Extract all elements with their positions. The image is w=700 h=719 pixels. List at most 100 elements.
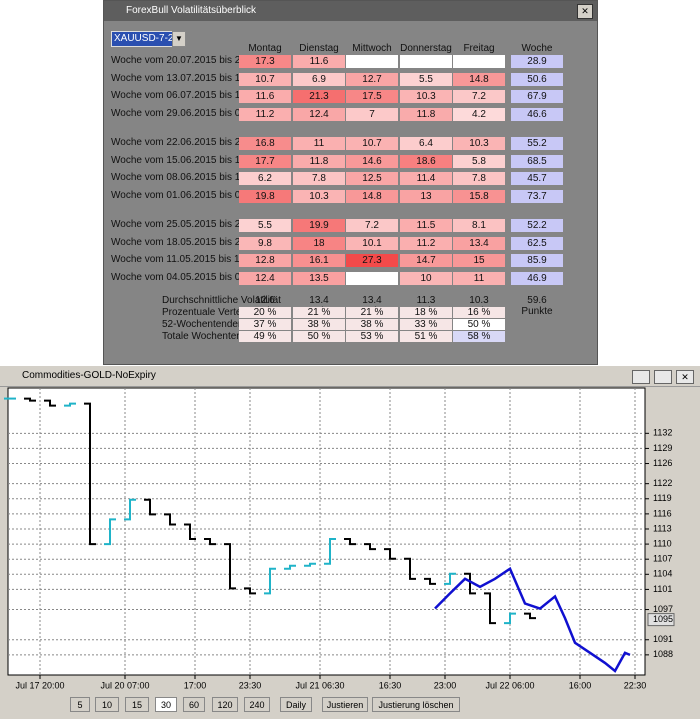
day-cell: 12.7 <box>346 72 398 86</box>
day-cell: 10.3 <box>400 90 452 103</box>
price-bar <box>344 538 356 546</box>
timeframe-button[interactable]: Justierung löschen <box>372 697 460 712</box>
price-bar <box>364 543 376 551</box>
summary-cell: 21 % <box>293 307 345 318</box>
week-cell: 28.9 <box>511 55 563 68</box>
minimize-button[interactable] <box>632 370 650 384</box>
x-tick-label: Jul 22 06:00 <box>485 680 534 690</box>
price-bar <box>144 498 156 516</box>
day-cell: 11.8 <box>293 154 345 168</box>
timeframe-button[interactable]: 5 <box>70 697 90 712</box>
day-cell: 11.6 <box>293 55 345 68</box>
week-cell: 68.5 <box>511 154 563 168</box>
price-bar <box>64 402 76 407</box>
day-cell: 11.8 <box>400 107 452 121</box>
price-bar <box>44 399 56 407</box>
week-cell: 67.9 <box>511 90 563 103</box>
timeframe-button[interactable]: Daily <box>280 697 312 712</box>
day-cell: 10.7 <box>346 137 398 150</box>
symbol-dropdown[interactable]: XAUUSD-7-22 <box>111 31 181 47</box>
week-cell: 46.9 <box>511 271 563 285</box>
day-cell <box>400 55 452 68</box>
timeframe-button[interactable]: 15 <box>125 697 149 712</box>
summary-label: Totale Wochentendenz <box>162 331 264 342</box>
y-tick-label: 1107 <box>653 554 672 564</box>
day-cell: 14.6 <box>346 154 398 168</box>
day-cell: 10.3 <box>293 189 345 203</box>
summary-label: Durchschnittliche Volatilität <box>162 295 281 306</box>
day-cell: 11.2 <box>239 107 291 121</box>
forecast-line <box>434 566 631 673</box>
column-header: Montag <box>248 43 282 54</box>
close-button[interactable]: ✕ <box>676 370 694 384</box>
x-tick-label: 16:30 <box>379 680 402 690</box>
day-cell <box>453 55 505 68</box>
day-cell: 7.2 <box>346 219 398 232</box>
day-cell: 13.5 <box>293 271 345 285</box>
day-cell: 19.9 <box>293 219 345 232</box>
timeframe-button[interactable]: 240 <box>244 697 270 712</box>
y-tick-label: 1104 <box>653 569 672 579</box>
chart-window: Commodities-GOLD-NoExpiry ✕ 1132 1129 1126… <box>0 366 700 719</box>
price-bar <box>444 572 456 585</box>
summary-cell: 16 % <box>453 307 505 318</box>
x-tick-label: Jul 17 20:00 <box>15 680 64 690</box>
y-tick-label: 1091 <box>653 634 673 644</box>
week-cell: 62.5 <box>511 236 563 250</box>
day-cell: 15 <box>453 254 505 267</box>
day-cell: 21.3 <box>293 90 345 103</box>
day-cell: 13.4 <box>453 236 505 250</box>
week-cell: 45.7 <box>511 172 563 185</box>
plot-area <box>7 387 646 676</box>
y-tick-label: 1126 <box>653 458 672 468</box>
day-cell: 6.2 <box>239 172 291 185</box>
day-cell: 9.8 <box>239 236 291 250</box>
day-cell: 14.8 <box>346 189 398 203</box>
summary-cell: 58 % <box>453 331 505 342</box>
day-cell: 11.2 <box>400 236 452 250</box>
row-label: Woche vom 20.07.2015 bis 24.07.2015 <box>111 55 285 66</box>
timeframe-button[interactable]: Justieren <box>322 697 368 712</box>
timeframe-button[interactable]: 120 <box>212 697 238 712</box>
volatility-window: ForexBull Volatilitätsüberblick ✕ XAUUSD… <box>103 0 598 365</box>
summary-cell: 50 % <box>293 331 345 342</box>
row-label: Woche vom 01.06.2015 bis 05.06.2015 <box>111 189 285 201</box>
day-cell <box>346 271 398 285</box>
summary-cell: 33 % <box>400 319 452 330</box>
title-bar: Commodities-GOLD-NoExpiry ✕ <box>0 366 700 387</box>
y-tick-label: 1110 <box>653 538 672 548</box>
x-tick-label: 23:30 <box>239 680 262 690</box>
timeframe-button[interactable]: 10 <box>95 697 119 712</box>
x-tick-label: 17:00 <box>184 680 207 690</box>
day-cell: 17.3 <box>239 55 291 68</box>
day-cell: 11.5 <box>400 219 452 232</box>
row-label: Woche vom 29.06.2015 bis 03.07.2015 <box>111 107 285 119</box>
day-cell: 10.7 <box>239 72 291 86</box>
price-bar <box>284 564 296 570</box>
close-button[interactable]: ✕ <box>577 4 593 19</box>
summary-cell: 59.6 Punkte <box>521 295 553 317</box>
price-bar <box>304 562 316 567</box>
dropdown-arrow[interactable]: ▼ <box>172 31 186 47</box>
day-cell: 11.4 <box>400 172 452 185</box>
row-label: Woche vom 11.05.2015 bis 15.05.2015 <box>111 254 285 265</box>
row-label: Woche vom 22.06.2015 bis 26.06.2015 <box>111 137 285 148</box>
maximize-button[interactable] <box>654 370 672 384</box>
summary-label: 52-Wochentendenz <box>162 319 249 330</box>
current-price-box <box>647 613 675 627</box>
y-tick-label: 1119 <box>653 493 672 503</box>
week-cell: 52.2 <box>511 219 563 232</box>
day-cell: 14.7 <box>400 254 452 267</box>
summary-cell: 12.6 Punkte <box>249 295 280 317</box>
column-header: Woche <box>521 43 553 54</box>
timeframe-button[interactable]: 30 <box>155 697 177 712</box>
row-label: Woche vom 04.05.2015 bis 08.05.2015 <box>111 271 285 283</box>
day-cell: 12.5 <box>346 172 398 185</box>
day-cell: 11 <box>453 271 505 285</box>
y-tick-label: 1132 <box>653 428 672 438</box>
price-bar <box>324 538 336 565</box>
day-cell: 10 <box>400 271 452 285</box>
price-bar <box>224 543 236 590</box>
y-tick-label: 1101 <box>653 584 672 594</box>
timeframe-button[interactable]: 60 <box>183 697 205 712</box>
